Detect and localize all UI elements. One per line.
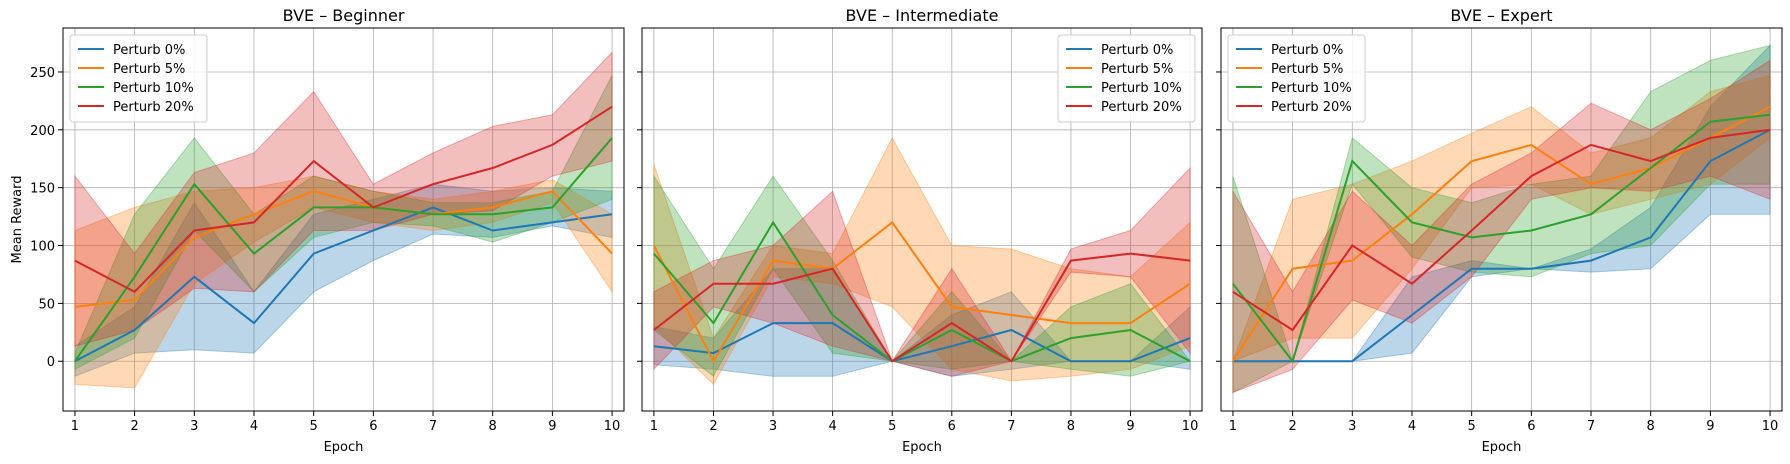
- y-tick-label: 150: [30, 182, 55, 197]
- series-line-4: [1232, 128, 1771, 332]
- series-line-3: [74, 137, 613, 362]
- x-tick-label: 1: [650, 419, 658, 434]
- chart-title: BVE – Intermediate: [846, 6, 999, 25]
- legend-box: [1057, 34, 1196, 123]
- x-tick-label: 1: [71, 419, 79, 434]
- series-line-1: [653, 322, 1191, 363]
- confidence-band-series-4: [653, 166, 1191, 377]
- plot-frame: [641, 27, 1203, 412]
- legend-label-series-3: Perturb 10%: [1271, 81, 1352, 96]
- x-tick-label: 4: [1408, 419, 1416, 434]
- x-tick-label: 9: [1126, 419, 1134, 434]
- series-line-1: [74, 206, 613, 363]
- chart-title: BVE – Expert: [1450, 6, 1552, 25]
- x-tick-label: 5: [888, 419, 896, 434]
- x-axis-label: Epoch: [1482, 440, 1522, 455]
- legend-box: [1227, 34, 1366, 123]
- x-tick-label: 2: [1288, 419, 1296, 434]
- confidence-band-series-2: [1232, 74, 1771, 363]
- x-tick-label: 2: [130, 419, 138, 434]
- legend: Perturb 0% Perturb 5% Perturb 10% Perturb 2…: [1057, 34, 1196, 123]
- y-tick-label: 200: [30, 124, 55, 139]
- confidence-band-series-3: [1232, 44, 1771, 394]
- x-tick-label: 5: [310, 419, 318, 434]
- plot-frame: [62, 27, 625, 412]
- plot-frame: [1220, 27, 1783, 412]
- x-tick-label: 10: [604, 419, 621, 434]
- legend-label-series-2: Perturb 5%: [1271, 62, 1343, 77]
- legend-label-series-2: Perturb 5%: [113, 62, 185, 77]
- x-tick-label: 7: [1007, 419, 1015, 434]
- x-tick-label: 6: [1527, 419, 1535, 434]
- legend-label-series-3: Perturb 10%: [113, 81, 194, 96]
- legend-label-series-4: Perturb 20%: [1271, 100, 1352, 115]
- x-tick-label: 3: [769, 419, 777, 434]
- x-tick-label: 2: [709, 419, 717, 434]
- chart-title: BVE – Beginner: [283, 6, 405, 25]
- y-tick-label: 0: [47, 355, 55, 370]
- series-line-2: [74, 190, 613, 308]
- series-line-3: [653, 220, 1191, 363]
- legend-box: [69, 34, 208, 123]
- x-tick-label: 8: [1647, 419, 1655, 434]
- legend-label-series-3: Perturb 10%: [1101, 81, 1182, 96]
- y-axis-label: Mean Reward: [10, 176, 25, 264]
- x-tick-label: 9: [1706, 419, 1714, 434]
- x-tick-label: 7: [1587, 419, 1595, 434]
- legend-label-series-1: Perturb 0%: [113, 43, 185, 58]
- legend-label-series-1: Perturb 0%: [1101, 43, 1173, 58]
- legend-label-series-4: Perturb 20%: [1101, 100, 1182, 115]
- x-tick-label: 3: [190, 419, 198, 434]
- x-tick-label: 10: [1182, 419, 1199, 434]
- x-axis-label: Epoch: [324, 440, 364, 455]
- x-tick-label: 8: [489, 419, 497, 434]
- series-line-4: [74, 105, 613, 294]
- x-tick-label: 8: [1067, 419, 1075, 434]
- series-line-1: [1232, 128, 1771, 363]
- x-tick-label: 10: [1762, 419, 1779, 434]
- legend: Perturb 0% Perturb 5% Perturb 10% Perturb 2…: [69, 34, 208, 123]
- x-tick-label: 7: [429, 419, 437, 434]
- legend-label-series-2: Perturb 5%: [1101, 62, 1173, 77]
- legend-label-series-4: Perturb 20%: [113, 100, 194, 115]
- x-tick-label: 5: [1468, 419, 1476, 434]
- series-line-2: [1232, 105, 1771, 362]
- x-axis-label: Epoch: [902, 440, 942, 455]
- x-tick-label: 6: [948, 419, 956, 434]
- legend-label-series-1: Perturb 0%: [1271, 43, 1343, 58]
- legend: Perturb 0% Perturb 5% Perturb 10% Perturb 2…: [1227, 34, 1366, 123]
- y-tick-label: 250: [30, 66, 55, 81]
- x-tick-label: 1: [1229, 419, 1237, 434]
- series-line-3: [1232, 113, 1771, 364]
- x-tick-label: 9: [548, 419, 556, 434]
- x-tick-label: 4: [250, 419, 258, 434]
- x-tick-label: 3: [1348, 419, 1356, 434]
- chart-panel-2: 1 2 3 4 5 6 7 8 9 10 BVE – Intermediate Epoch Pertur…: [637, 6, 1203, 455]
- confidence-band-series-4: [1232, 59, 1771, 394]
- y-tick-label: 100: [30, 240, 55, 255]
- x-tick-label: 6: [369, 419, 377, 434]
- series-line-2: [653, 220, 1191, 364]
- series-line-4: [653, 252, 1191, 363]
- x-tick-label: 4: [828, 419, 836, 434]
- confidence-band-series-3: [653, 174, 1191, 378]
- y-tick-label: 50: [38, 297, 55, 312]
